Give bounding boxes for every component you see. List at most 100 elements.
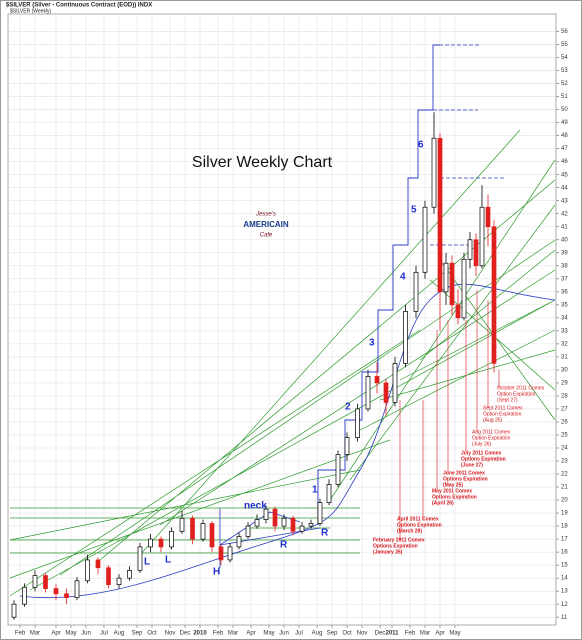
expiration-note: May 2011 Comex [432, 488, 472, 494]
candle-body [11, 603, 17, 618]
candle-body [491, 226, 497, 364]
x-tick-label: Feb [405, 631, 416, 637]
logo-line: Cafe [260, 233, 273, 239]
candle-body [43, 575, 48, 589]
annotation: 3 [369, 338, 375, 349]
candle-body [449, 262, 455, 306]
candle-body [236, 536, 242, 548]
candle-body [74, 580, 80, 599]
y-tick-label: 34 [561, 315, 568, 321]
logo: Jesse's AMERICAIN Cafe [243, 212, 289, 239]
y-tick-label: 22 [561, 472, 568, 478]
y-tick-label: 28 [561, 394, 568, 400]
candle-body [53, 588, 59, 595]
x-tick-label: Mar [30, 631, 40, 637]
x-tick-label: Aug [114, 631, 125, 637]
expiration-note: Options Expiration [461, 456, 506, 462]
candle-body [218, 546, 224, 561]
candle-body [374, 376, 380, 384]
candle-body [137, 546, 143, 571]
x-tick-label: Nov [357, 631, 368, 637]
y-tick-label: 40 [561, 237, 568, 243]
y-tick-label: 11 [561, 615, 568, 621]
y-tick-label: 17 [561, 537, 568, 543]
y-tick-label: 26 [561, 420, 568, 426]
logo-line: Jesse's [255, 212, 276, 218]
annotation: H [213, 567, 220, 578]
y-tick-label: 37 [561, 276, 568, 282]
expiration-note: (June 27) [461, 462, 483, 468]
annotation: 5 [411, 205, 417, 216]
expiration-note: (Aug 25) [483, 417, 503, 423]
expiration-note: Aug 2011 Comex [472, 429, 511, 435]
candle-body [326, 484, 332, 504]
candle-body [485, 206, 491, 228]
y-tick-label: 43 [561, 198, 568, 204]
candle-body [290, 517, 296, 532]
y-tick-label: 47 [561, 146, 568, 152]
candle-body [473, 239, 479, 267]
expiration-note: Option Expiration [483, 411, 522, 417]
x-tick-label: Mar [420, 631, 430, 637]
expiration-note: (July 26) [472, 441, 492, 447]
candle-body [422, 206, 428, 273]
x-tick-label: Oct [147, 631, 157, 637]
x-tick-label: Jul [295, 631, 303, 637]
y-tick-label: 54 [561, 55, 568, 61]
candle-body [254, 519, 260, 527]
expiration-note: Options Expiration [397, 522, 442, 528]
expiration-note: Option Expiration [472, 435, 511, 441]
candle-body [158, 538, 164, 548]
annotation: L [144, 557, 150, 568]
candle-body [85, 559, 90, 582]
y-tick-label: 18 [561, 524, 568, 530]
expiration-note: October 2011 Comex [497, 385, 545, 391]
x-tick-label: Feb [15, 631, 26, 637]
x-tick-label: Dec [180, 631, 191, 637]
candle-body [479, 206, 485, 267]
expiration-note: (January 26) [373, 549, 403, 555]
y-tick-label: 21 [561, 485, 568, 491]
x-tick-label: Sep [327, 631, 338, 637]
y-tick-label: 13 [561, 589, 568, 595]
candle-body [64, 593, 69, 599]
candle-body [437, 137, 443, 293]
trend-lines [9, 44, 556, 599]
x-tick-label: Jun [279, 631, 289, 637]
expiration-note: Options Expiration [373, 543, 418, 549]
candle-body [106, 567, 111, 586]
candle-body [22, 586, 27, 605]
y-tick-label: 20 [561, 498, 568, 504]
y-tick-label: 12 [561, 602, 568, 608]
annotation: L [165, 555, 171, 566]
grid [8, 14, 556, 625]
y-tick-label: 45 [561, 172, 568, 178]
y-tick-label: 38 [561, 263, 568, 269]
candle-body [95, 559, 101, 569]
y-tick-label: 14 [561, 576, 568, 582]
expiration-note: July 2011 Comex [461, 450, 502, 456]
y-tick-label: 41 [561, 224, 568, 230]
y-tick-label: 49 [561, 120, 568, 126]
expiration-note: February 2011 Comex [373, 537, 425, 543]
annotation: 6 [418, 140, 424, 151]
candle-body [200, 523, 206, 540]
x-tick-label: Apr [51, 631, 60, 637]
logo-line: AMERICAIN [243, 220, 289, 229]
candle-body [431, 137, 437, 208]
candle-body [179, 517, 185, 532]
candle-body [299, 525, 305, 532]
y-tick-label: 24 [561, 446, 568, 452]
y-tick-label: 42 [561, 211, 568, 217]
plot-area [7, 13, 557, 626]
candle-body [443, 262, 449, 293]
y-tick-label: 48 [561, 133, 568, 139]
expiration-note: (April 26) [432, 500, 454, 506]
candle-body [392, 363, 398, 403]
y-tick-label: 46 [561, 159, 568, 165]
candle-body [461, 258, 467, 319]
x-tick-label: May [65, 631, 76, 637]
x-tick-label: 2010 [193, 631, 207, 637]
